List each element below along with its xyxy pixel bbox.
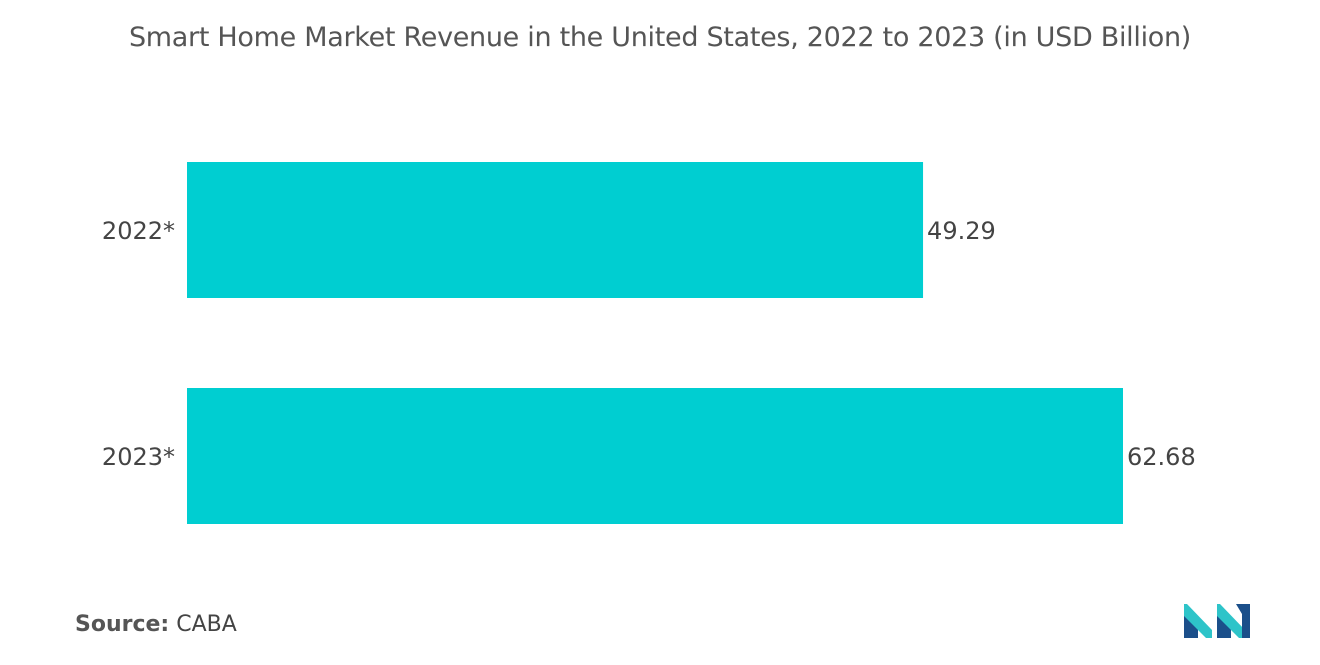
bar-0 bbox=[187, 162, 924, 298]
source-value: CABA bbox=[176, 612, 237, 637]
source-line: Source: CABA bbox=[75, 612, 237, 637]
bar-1 bbox=[187, 388, 1123, 524]
chart-title: Smart Home Market Revenue in the United … bbox=[128, 22, 1192, 53]
category-label-1: 2023* bbox=[102, 443, 175, 471]
value-label-1: 62.68 bbox=[1127, 443, 1196, 471]
brand-logo-icon bbox=[1184, 604, 1250, 638]
bar-chart: 2022* 49.29 2023* 62.68 bbox=[102, 162, 1196, 524]
category-label-0: 2022* bbox=[102, 217, 175, 245]
value-label-0: 49.29 bbox=[927, 217, 996, 245]
source-label: Source: bbox=[75, 612, 170, 637]
